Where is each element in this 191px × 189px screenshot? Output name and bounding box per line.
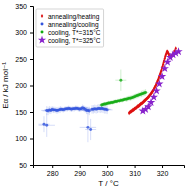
x-tick-mark (107, 165, 108, 168)
series (38, 104, 112, 142)
series (128, 46, 177, 115)
y-error-bar (43, 116, 44, 132)
y-tick-label: 350 (15, 3, 27, 10)
point (119, 79, 122, 82)
x-axis-line (34, 166, 185, 169)
x-error-bar (80, 127, 96, 128)
legend-marker (41, 14, 43, 18)
x-axis-title: T / °C (98, 179, 119, 188)
y-tick-mark (30, 59, 33, 60)
point (106, 108, 109, 111)
y-tick: 100 (15, 135, 33, 142)
y-error-bar (46, 114, 47, 137)
x-error-bar (38, 125, 54, 126)
x-tick-label: 320 (157, 170, 169, 177)
legend-marker (41, 31, 44, 34)
legend-marker (41, 23, 44, 26)
x-tick-mark (80, 165, 81, 168)
y-tick-mark (30, 33, 33, 34)
point (155, 79, 163, 87)
y-tick-label: 200 (15, 82, 27, 89)
x-tick-label: 300 (102, 170, 114, 177)
y-tick-label: 150 (15, 109, 27, 116)
x-axis: 280 290 300 310 320 (34, 165, 185, 177)
y-tick-mark (30, 139, 33, 140)
y-error-bar (145, 89, 146, 95)
y-tick-mark (30, 112, 33, 113)
y-error-bar (89, 107, 90, 115)
point (45, 124, 48, 127)
y-tick-label: 50 (19, 162, 27, 169)
y-tick-mark (30, 86, 33, 87)
point (144, 91, 147, 94)
legend-label: annealing/cooling (48, 21, 99, 29)
y-tick-label: 250 (15, 56, 27, 63)
y-tick-label: 300 (15, 29, 27, 36)
point (161, 64, 169, 72)
plot-area (38, 46, 182, 142)
legend-box (36, 9, 104, 47)
x-error-bar (85, 129, 96, 130)
legend-label: annealing/heating (48, 13, 100, 21)
point (88, 109, 91, 112)
y-tick: 300 (15, 29, 33, 36)
y-tick: 350 (15, 3, 33, 10)
x-tick-mark (52, 165, 53, 168)
y-error-bar (90, 119, 91, 140)
y-axis-line (30, 7, 34, 166)
point (152, 86, 160, 94)
x-tick-label: 290 (74, 170, 86, 177)
y-tick-mark (30, 6, 33, 7)
point (42, 123, 45, 126)
y-axis: 50 100 150 200 250 300 350 (15, 3, 33, 169)
y-axis-title: Eα / kJ mol⁻¹ (1, 62, 10, 109)
series (99, 70, 148, 108)
legend-label: cooling, T*=315°C (48, 29, 101, 37)
y-tick: 250 (15, 56, 33, 63)
x-tick-mark (135, 165, 136, 168)
point (150, 93, 158, 101)
x-tick-label: 280 (47, 170, 59, 177)
point (89, 128, 92, 131)
legend-label: cooling, T*=325°C (48, 37, 101, 45)
x-tick-mark (162, 165, 163, 168)
x-tick: 300 (102, 165, 114, 177)
y-error-bar (87, 113, 88, 143)
point (174, 47, 182, 55)
x-tick: 280 (47, 165, 59, 177)
x-tick: 320 (157, 165, 169, 177)
x-tick-label: 310 (129, 170, 141, 177)
x-tick: 310 (129, 165, 141, 177)
x-error-bar (115, 80, 126, 81)
legend-marker (38, 36, 46, 44)
y-tick-mark (30, 165, 33, 166)
y-tick-label: 100 (15, 135, 27, 142)
y-tick: 50 (19, 162, 33, 169)
y-error-bar (120, 70, 121, 91)
x-tick: 290 (74, 165, 86, 177)
point (158, 72, 166, 80)
series (139, 47, 183, 114)
legend: annealing/heatingannealing/coolingcoolin… (36, 9, 104, 47)
y-error-bar (107, 106, 108, 114)
y-tick: 200 (15, 82, 33, 89)
y-tick: 150 (15, 109, 33, 116)
point (147, 98, 155, 106)
chart: 280 290 300 310 320 50 100 150 200 250 300 350 T / °… (0, 0, 191, 189)
point (86, 126, 89, 129)
